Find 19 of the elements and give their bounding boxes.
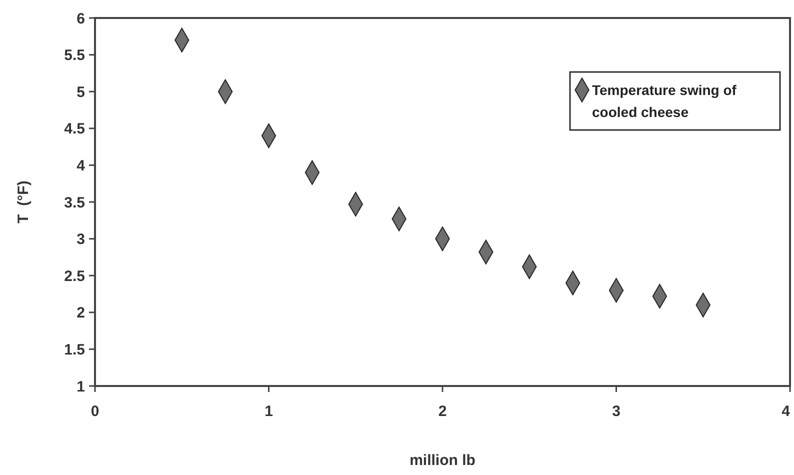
y-tick-label: 1 <box>76 378 85 396</box>
x-tick-label: 0 <box>90 403 100 420</box>
y-tick-label: 2.5 <box>64 268 85 285</box>
y-tick-label: 4 <box>76 157 86 174</box>
y-tick-label: 4.5 <box>64 120 85 138</box>
y-tick-label: 5 <box>76 84 85 101</box>
y-tick-label: 6 <box>76 10 85 28</box>
x-axis-title: million lb <box>410 452 476 469</box>
y-tick-label: 5.5 <box>64 47 85 64</box>
x-tick-label: 1 <box>264 403 273 420</box>
x-tick-label: 4 <box>782 403 791 420</box>
y-tick-label: 1.5 <box>64 341 85 358</box>
y-axis-title: T (°F) <box>15 180 32 224</box>
x-tick-label: 2 <box>438 403 447 420</box>
legend-label: Temperature swing of cooled cheese <box>592 82 737 120</box>
y-tick-label: 2 <box>76 304 85 322</box>
x-tick-label: 3 <box>612 403 620 420</box>
y-tick-label: 3 <box>76 231 85 248</box>
y-tick-label: 3.5 <box>64 194 85 212</box>
